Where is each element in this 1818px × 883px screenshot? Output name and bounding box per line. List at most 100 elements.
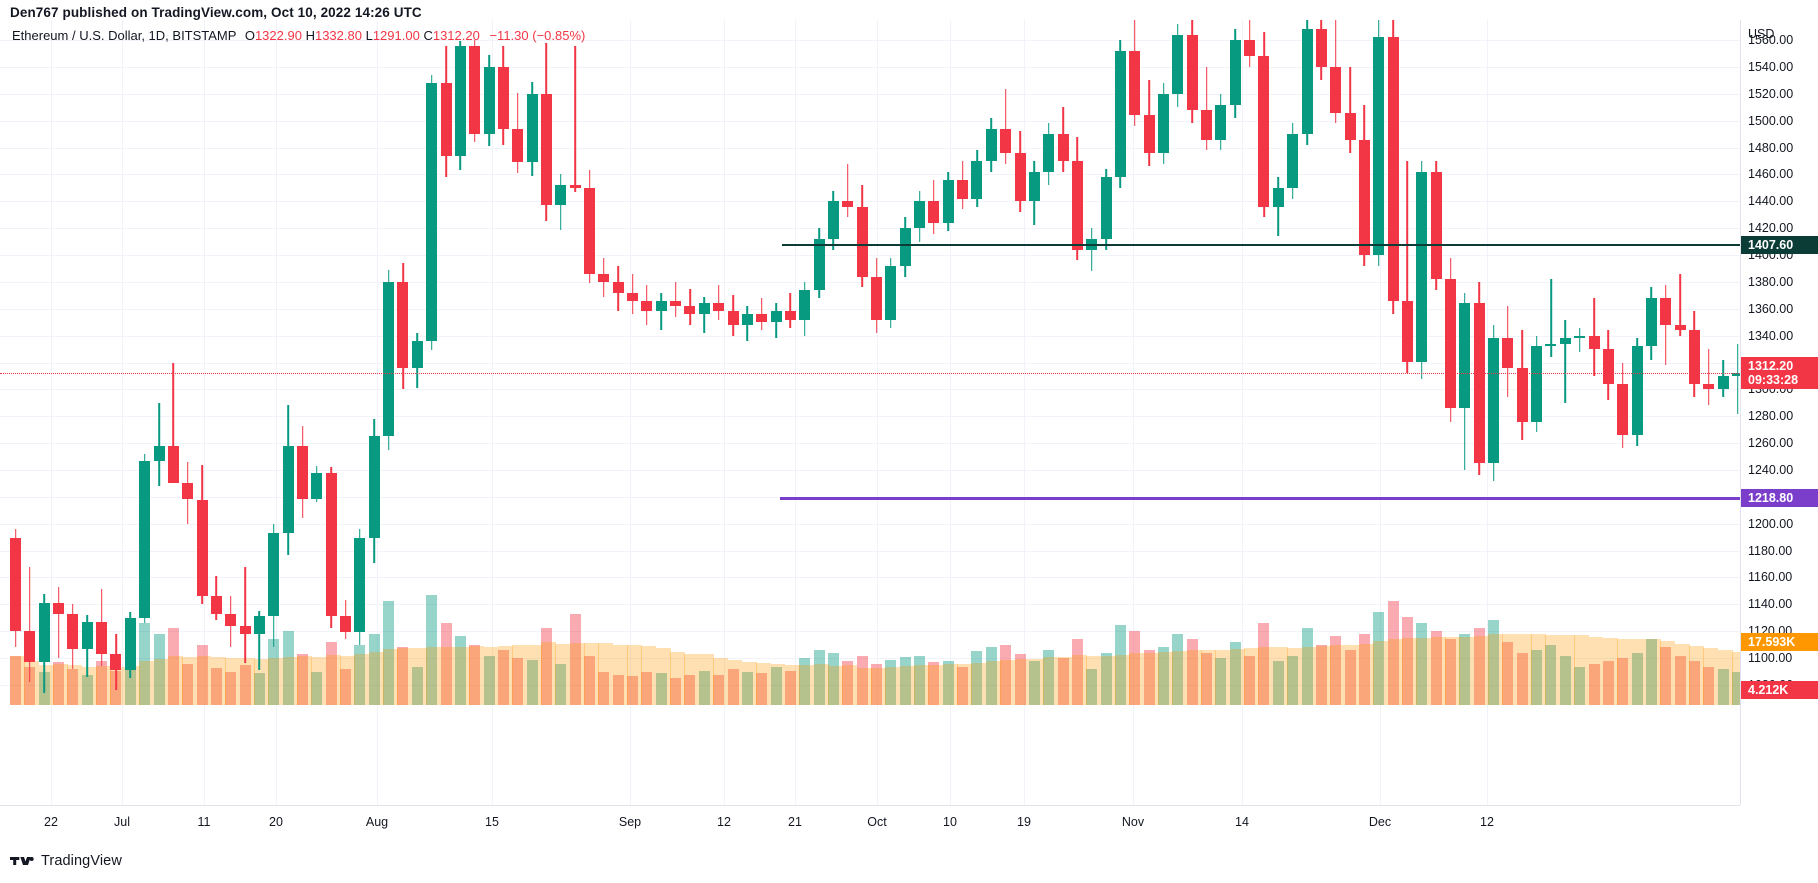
volume-ma-band-segment (1445, 636, 1460, 705)
candlestick (1516, 20, 1528, 705)
volume-bar (727, 669, 739, 705)
volume-bar (784, 670, 796, 705)
volume-ma-band-segment (1129, 653, 1145, 705)
volume-ma-band-segment (1301, 646, 1317, 705)
resistance-price-tag[interactable]: 1407.60 (1741, 235, 1818, 254)
candlestick (53, 20, 65, 705)
candle-body (469, 45, 481, 135)
resistance-trendline[interactable] (782, 243, 1740, 247)
volume-ma-band-segment (641, 646, 657, 705)
candlestick (110, 20, 122, 705)
volume-ma-band-segment (1258, 646, 1274, 705)
grid-line-vertical (1487, 20, 1488, 805)
candle-body (1000, 128, 1012, 153)
candle-wick (1406, 161, 1409, 374)
volume-bar (856, 655, 868, 705)
volume-ma-band-segment (1100, 656, 1116, 705)
candlestick (397, 20, 409, 705)
volume-ma-band-segment (426, 647, 442, 705)
candle-body (1373, 37, 1385, 256)
candle-body (1172, 34, 1184, 94)
support-trendline[interactable] (780, 497, 1740, 500)
price-scale-tick: 1540.00 (1748, 60, 1794, 74)
time-scale[interactable]: 22 Jul 11 20 Aug 15 Sep 12 21 Oct 10 19 Nov 14 Dec 12 (0, 805, 1740, 839)
candle-body (124, 617, 136, 671)
candlestick (354, 20, 366, 705)
candle-body (684, 306, 696, 315)
grid-line-horizontal (0, 604, 1740, 606)
volume-ma-band-segment (1660, 641, 1676, 705)
last-price-tag-value: 1312.20 (1748, 358, 1794, 373)
volume-ma-band-segment (698, 653, 714, 705)
candle-body (569, 185, 581, 188)
grid-line-vertical (204, 20, 205, 805)
volume-bar (1028, 661, 1040, 705)
volume-ma-band-segment (942, 664, 958, 705)
volume-ma-band-segment (899, 666, 915, 705)
candlestick (612, 20, 624, 705)
tradingview-brand: TradingView (41, 853, 122, 869)
volume-bar (1488, 619, 1500, 705)
time-scale-tick: Aug (365, 815, 389, 829)
candle-body (1186, 34, 1198, 110)
candle-body (1244, 40, 1256, 57)
candle-body (1287, 134, 1299, 188)
candle-body (497, 67, 509, 129)
volume-bar (210, 667, 222, 705)
candle-wick (1679, 273, 1681, 336)
grid-line-horizontal (0, 40, 1740, 42)
candle-body (526, 93, 538, 163)
volume-bar (196, 644, 208, 705)
candlestick (483, 20, 495, 705)
volume-bar (426, 595, 438, 705)
candle-body (741, 314, 753, 325)
candlestick (10, 20, 21, 705)
volume-ma-band-segment (684, 653, 700, 705)
grid-line-horizontal (0, 228, 1740, 230)
candle-body (540, 93, 552, 206)
candlestick (167, 20, 179, 705)
candle-body (139, 460, 151, 618)
candlestick (885, 20, 897, 705)
candle-body (483, 67, 495, 135)
candlestick (770, 20, 782, 705)
candle-body (1574, 335, 1586, 339)
volume-ma-band-segment (1287, 647, 1303, 705)
candle-wick (172, 362, 175, 481)
support-price-tag[interactable]: 1218.80 (1741, 489, 1818, 508)
volume-bar (813, 650, 825, 705)
volume-ma-band-segment (1703, 648, 1719, 705)
volume-value-tag[interactable]: 4.212K (1741, 681, 1818, 700)
candle-body (1430, 171, 1442, 280)
candlestick (311, 20, 323, 705)
grid-line-horizontal (0, 174, 1740, 176)
volume-bar (627, 676, 639, 705)
volume-ma-band-segment (225, 657, 241, 705)
price-scale[interactable]: USD 1560.00 1540.00 1520.00 1500.00 1480.00 14… (1740, 20, 1818, 805)
candle-wick (660, 292, 663, 331)
candlestick (1588, 20, 1600, 705)
volume-ma-band-segment (167, 656, 183, 705)
grid-line-horizontal (0, 496, 1740, 498)
grid-line-vertical (377, 20, 378, 805)
volume-ma-tag[interactable]: 17.593K (1741, 632, 1818, 651)
volume-bar (698, 670, 710, 705)
candle-body (1459, 303, 1471, 409)
volume-bar (24, 666, 36, 705)
volume-bar (540, 628, 552, 705)
chart-plot-area[interactable] (0, 20, 1747, 805)
grid-line-vertical (1133, 20, 1134, 805)
candle-body (799, 289, 811, 320)
volume-ma-band-segment (1488, 634, 1503, 705)
volume-ma-band-segment (297, 656, 312, 705)
last-price-tag[interactable]: 1312.20 09:33:28 (1741, 356, 1818, 389)
candlestick (139, 20, 151, 705)
candlestick (655, 20, 667, 705)
candlestick (799, 20, 811, 705)
volume-ma-band-segment (1588, 637, 1604, 705)
candle-body (1071, 161, 1083, 250)
candle-body (38, 602, 50, 662)
volume-ma-band-segment (871, 667, 886, 705)
candlestick (1473, 20, 1485, 705)
volume-bar (282, 630, 294, 705)
